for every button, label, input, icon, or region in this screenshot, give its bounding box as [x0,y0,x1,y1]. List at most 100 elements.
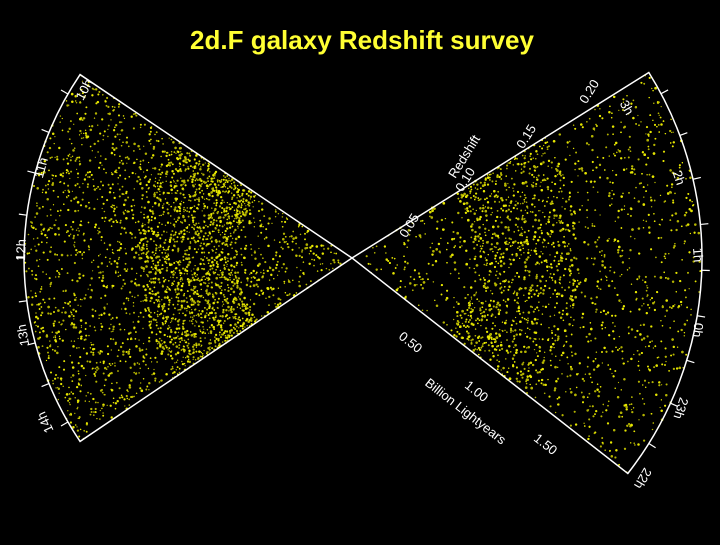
galaxy [227,260,229,262]
galaxy [186,360,190,363]
galaxy [230,186,233,189]
galaxy [501,255,505,259]
galaxy [195,344,198,347]
galaxy [586,121,588,123]
galaxy [238,223,240,226]
galaxy [243,202,246,205]
galaxy [78,156,81,159]
galaxy [609,181,612,184]
galaxy [93,142,96,146]
galaxy [176,179,179,182]
galaxy [192,358,194,361]
galaxy [62,319,65,322]
galaxy [491,180,494,183]
galaxy [141,224,144,227]
galaxy [149,311,152,314]
galaxy [229,331,232,334]
galaxy [191,219,195,222]
galaxy [259,224,262,228]
galaxy [92,414,95,416]
galaxy [227,339,229,341]
galaxy [79,428,82,431]
galaxy [612,169,614,172]
galaxy [238,316,240,318]
galaxy [284,292,287,294]
galaxy [525,205,529,208]
galaxy [156,313,159,316]
galaxy [116,133,119,136]
galaxy [193,223,195,226]
galaxy [124,405,126,407]
galaxy [170,233,173,236]
galaxy [183,272,186,275]
galaxy [322,244,325,247]
galaxy [173,180,175,183]
galaxy [163,333,166,337]
galaxy [660,384,663,386]
galaxy [62,158,65,161]
galaxy [457,211,460,215]
galaxy [106,352,110,356]
galaxy [84,321,88,325]
galaxy [187,166,189,168]
galaxy [212,316,215,319]
galaxy [170,338,173,341]
galaxy [275,263,279,267]
galaxy [100,262,104,265]
galaxy [164,320,168,323]
galaxy [671,280,675,284]
galaxy [125,350,128,354]
galaxy [161,234,163,236]
galaxy [248,190,251,193]
galaxy [221,271,224,274]
galaxy [128,210,130,213]
galaxy [225,179,228,182]
galaxy [240,206,243,209]
galaxy [152,293,154,296]
galaxy [144,299,148,302]
galaxy [97,186,99,188]
galaxy [125,297,128,300]
galaxy [38,331,41,334]
galaxy [200,257,203,260]
galaxy [193,315,195,317]
galaxy [285,241,287,243]
galaxy [221,315,224,318]
galaxy [217,229,220,232]
galaxy [236,332,238,334]
galaxy [233,218,236,220]
galaxy [255,271,258,274]
galaxy [174,318,177,321]
galaxy [282,232,286,235]
galaxy [542,174,545,176]
galaxy [543,392,546,395]
galaxy [159,193,161,196]
galaxy [474,280,477,283]
galaxy [211,180,214,183]
galaxy [97,265,100,269]
galaxy [191,178,194,181]
galaxy [158,342,161,344]
galaxy [178,260,181,262]
galaxy [124,169,127,172]
galaxy [534,206,536,208]
galaxy [535,182,538,186]
galaxy [262,275,264,277]
galaxy [277,287,280,289]
galaxy [139,387,142,390]
galaxy [511,244,514,247]
galaxy [68,397,71,401]
galaxy [553,196,555,198]
galaxy [192,210,196,213]
galaxy [94,329,97,332]
galaxy [52,204,55,206]
galaxy [46,215,49,217]
galaxy [65,100,68,102]
galaxy [223,185,225,187]
galaxy [218,245,220,247]
galaxy [78,272,81,276]
galaxy [180,183,183,187]
galaxy [144,288,147,292]
galaxy [268,295,271,299]
galaxy [167,303,171,306]
